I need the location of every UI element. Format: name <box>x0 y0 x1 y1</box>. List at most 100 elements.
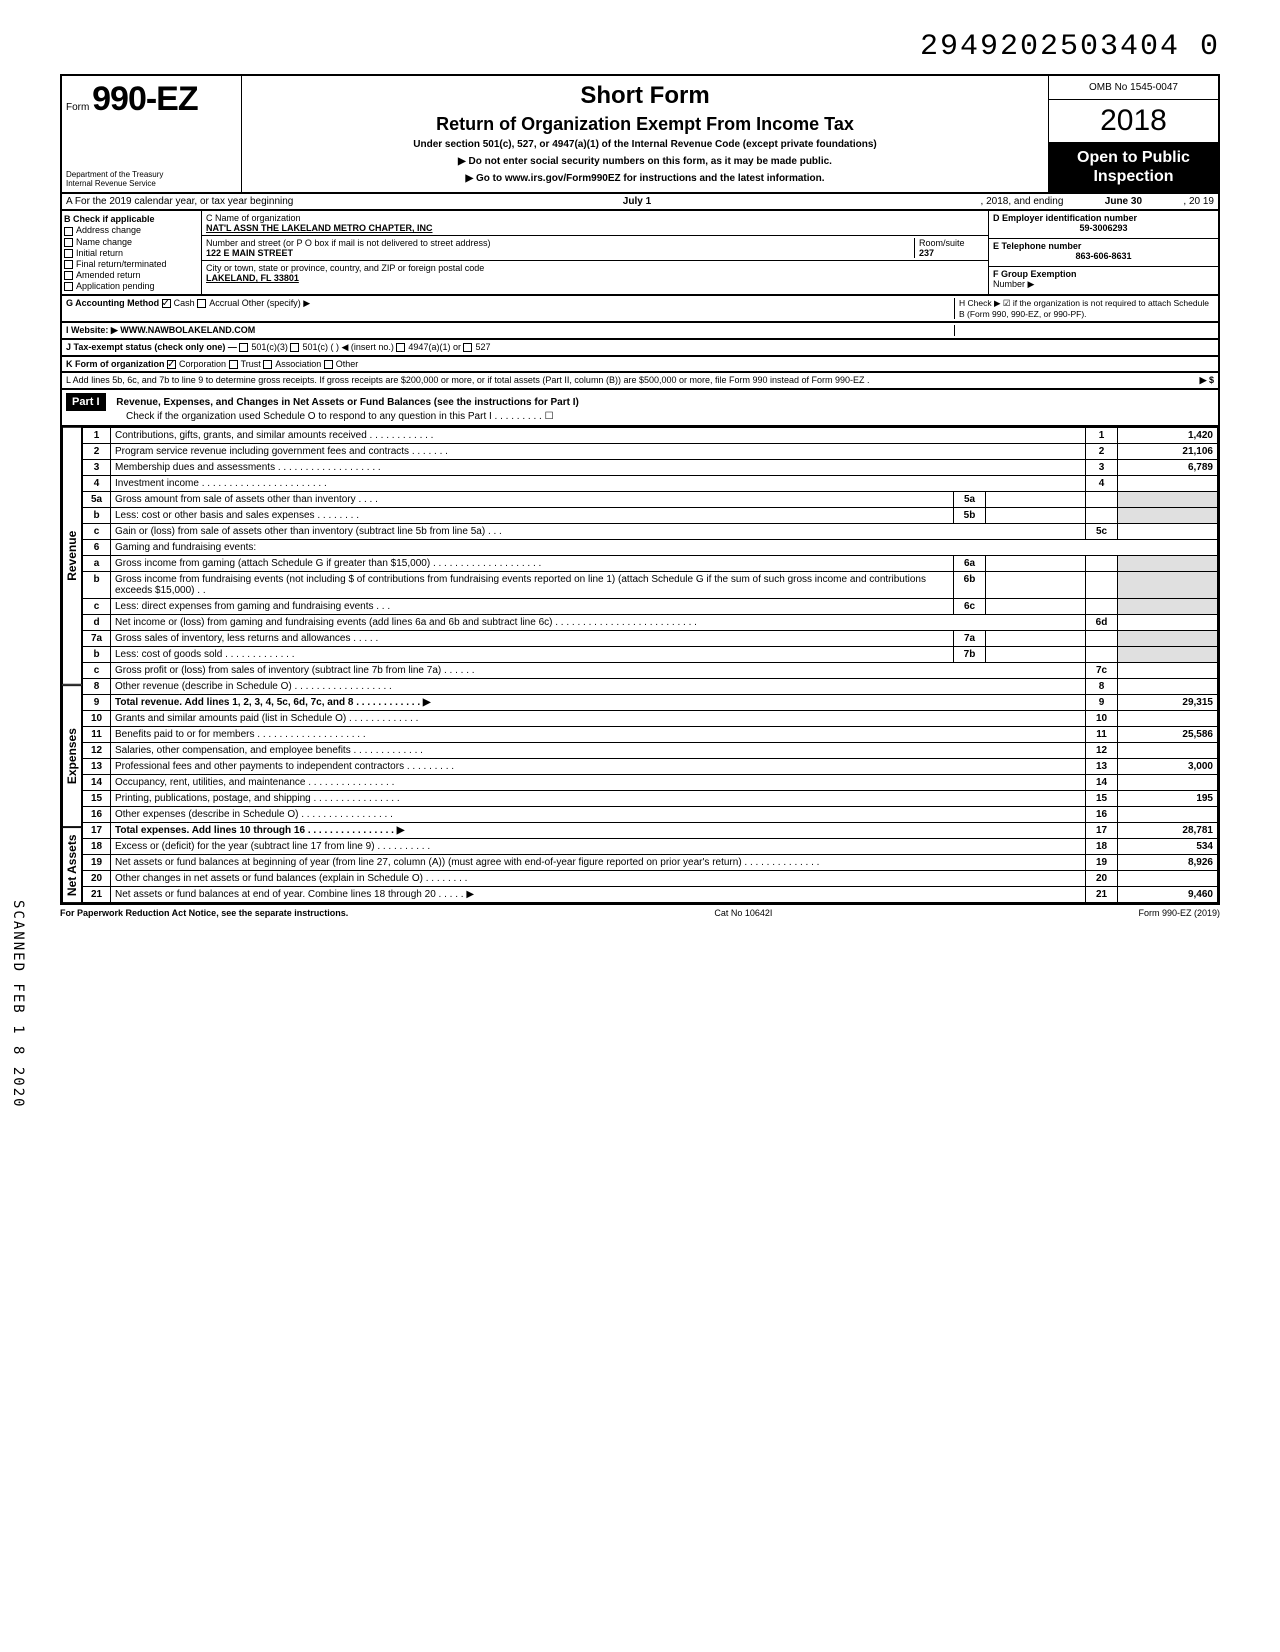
line-l-arrow: ▶ $ <box>1200 375 1214 386</box>
line-desc: Benefits paid to or for members . . . . … <box>111 727 1086 743</box>
chk-trust[interactable] <box>229 360 238 369</box>
table-row: 3Membership dues and assessments . . . .… <box>83 460 1218 476</box>
line-g-h: G Accounting Method Cash Accrual Other (… <box>60 296 1220 323</box>
website: WWW.NAWBOLAKELAND.COM <box>120 325 255 335</box>
line-desc: Gross income from gaming (attach Schedul… <box>111 556 954 572</box>
chk-cash[interactable] <box>162 299 171 308</box>
line-desc: Net income or (loss) from gaming and fun… <box>111 615 1086 631</box>
box-c-name-label: C Name of organization <box>206 213 984 223</box>
table-row: 9Total revenue. Add lines 1, 2, 3, 4, 5c… <box>83 695 1218 711</box>
footer-left: For Paperwork Reduction Act Notice, see … <box>60 908 348 918</box>
table-row: 14Occupancy, rent, utilities, and mainte… <box>83 775 1218 791</box>
chk-amended[interactable] <box>64 271 73 280</box>
chk-527[interactable] <box>463 343 472 352</box>
chk-name-change[interactable] <box>64 238 73 247</box>
table-row: 6Gaming and fundraising events: <box>83 540 1218 556</box>
line-number: c <box>83 663 111 679</box>
line-desc: Gain or (loss) from sale of assets other… <box>111 524 1086 540</box>
line-number: b <box>83 647 111 663</box>
sub-label: 6b <box>954 572 986 599</box>
line-number: 3 <box>83 460 111 476</box>
line-ref-shade <box>1086 572 1118 599</box>
line-ref: 1 <box>1086 428 1118 444</box>
box-b-title: B Check if applicable <box>64 214 199 224</box>
sub-amount <box>986 631 1086 647</box>
table-row: 12Salaries, other compensation, and empl… <box>83 743 1218 759</box>
chk-501c[interactable] <box>290 343 299 352</box>
line-desc: Net assets or fund balances at beginning… <box>111 855 1086 871</box>
lines-table: 1Contributions, gifts, grants, and simil… <box>82 427 1218 903</box>
line-desc: Less: cost of goods sold . . . . . . . .… <box>111 647 954 663</box>
table-row: bLess: cost of goods sold . . . . . . . … <box>83 647 1218 663</box>
line-j: J Tax-exempt status (check only one) — 5… <box>60 340 1220 357</box>
table-row: 15Printing, publications, postage, and s… <box>83 791 1218 807</box>
line-amount <box>1118 775 1218 791</box>
footer: For Paperwork Reduction Act Notice, see … <box>60 905 1220 918</box>
part1-header: Part I Revenue, Expenses, and Changes in… <box>60 390 1220 427</box>
line-desc: Less: cost or other basis and sales expe… <box>111 508 954 524</box>
line-amount <box>1118 743 1218 759</box>
line-amount-shade <box>1118 572 1218 599</box>
chk-address-change[interactable] <box>64 227 73 236</box>
line-i: I Website: ▶ WWW.NAWBOLAKELAND.COM <box>60 323 1220 340</box>
lbl-501c3: 501(c)(3) <box>251 342 288 352</box>
line-desc: Occupancy, rent, utilities, and maintena… <box>111 775 1086 791</box>
line-a: A For the 2019 calendar year, or tax yea… <box>60 194 1220 211</box>
line-a-prefix: A For the 2019 calendar year, or tax yea… <box>66 196 293 207</box>
line-g-label: G Accounting Method <box>66 298 159 308</box>
form-number: 990-EZ <box>92 80 198 118</box>
line-amount <box>1118 807 1218 823</box>
chk-4947[interactable] <box>396 343 405 352</box>
line-number: 7a <box>83 631 111 647</box>
lbl-527: 527 <box>475 342 490 352</box>
chk-501c3[interactable] <box>239 343 248 352</box>
line-number: 8 <box>83 679 111 695</box>
line-number: 6 <box>83 540 111 556</box>
line-number: c <box>83 524 111 540</box>
line-ref: 12 <box>1086 743 1118 759</box>
table-row: 8Other revenue (describe in Schedule O) … <box>83 679 1218 695</box>
line-ref: 3 <box>1086 460 1118 476</box>
table-row: cGross profit or (loss) from sales of in… <box>83 663 1218 679</box>
lbl-cash: Cash <box>174 298 195 308</box>
line-number: 20 <box>83 871 111 887</box>
line-ref-shade <box>1086 631 1118 647</box>
table-row: cGain or (loss) from sale of assets othe… <box>83 524 1218 540</box>
chk-corporation[interactable] <box>167 360 176 369</box>
sub-amount <box>986 508 1086 524</box>
chk-final-return[interactable] <box>64 260 73 269</box>
lbl-name-change: Name change <box>76 237 132 247</box>
chk-initial-return[interactable] <box>64 249 73 258</box>
open-public-badge: Open to Public Inspection <box>1049 142 1218 192</box>
ssn-warning: ▶ Do not enter social security numbers o… <box>248 156 1042 167</box>
sub-amount <box>986 556 1086 572</box>
table-row: dNet income or (loss) from gaming and fu… <box>83 615 1218 631</box>
table-row: 7aGross sales of inventory, less returns… <box>83 631 1218 647</box>
line-ref: 21 <box>1086 887 1118 903</box>
chk-application-pending[interactable] <box>64 282 73 291</box>
table-row: 2Program service revenue including gover… <box>83 444 1218 460</box>
chk-association[interactable] <box>263 360 272 369</box>
return-title: Return of Organization Exempt From Incom… <box>248 114 1042 135</box>
line-desc: Grants and similar amounts paid (list in… <box>111 711 1086 727</box>
box-f-number: Number ▶ <box>993 279 1034 289</box>
line-amount-shade <box>1118 647 1218 663</box>
lbl-amended: Amended return <box>76 270 141 280</box>
line-ref-shade <box>1086 599 1118 615</box>
chk-accrual[interactable] <box>197 299 206 308</box>
line-amount-shade <box>1118 631 1218 647</box>
line-number: 5a <box>83 492 111 508</box>
line-a-end: June 30 <box>1063 196 1183 207</box>
line-ref: 8 <box>1086 679 1118 695</box>
line-desc: Investment income . . . . . . . . . . . … <box>111 476 1086 492</box>
table-row: 13Professional fees and other payments t… <box>83 759 1218 775</box>
line-desc: Membership dues and assessments . . . . … <box>111 460 1086 476</box>
line-a-endyear: , 20 19 <box>1183 196 1214 207</box>
chk-other-org[interactable] <box>324 360 333 369</box>
table-row: aGross income from gaming (attach Schedu… <box>83 556 1218 572</box>
line-desc: Other revenue (describe in Schedule O) .… <box>111 679 1086 695</box>
section-bcdef: B Check if applicable Address change Nam… <box>60 211 1220 296</box>
lbl-501c: 501(c) ( <box>302 342 333 352</box>
line-ref-shade <box>1086 647 1118 663</box>
box-e-label: E Telephone number <box>993 241 1214 251</box>
